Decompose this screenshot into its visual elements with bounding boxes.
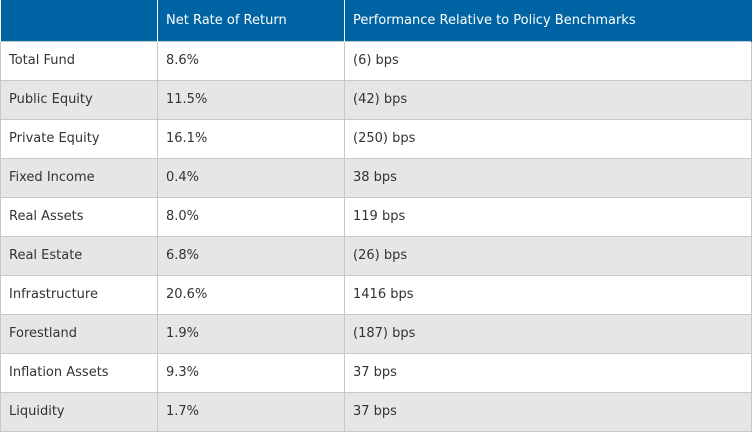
asset-class-cell: Total Fund [0,40,158,81]
relative-performance-cell: (250) bps [344,118,752,159]
asset-class-cell: Inflation Assets [0,352,158,393]
asset-class-cell: Private Equity [0,118,158,159]
net-return-cell: 9.3% [157,352,345,393]
table-row: Fixed Income 0.4% 38 bps [0,157,752,198]
net-return-cell: 20.6% [157,274,345,315]
relative-performance-cell: 1416 bps [344,274,752,315]
net-return-cell: 6.8% [157,235,345,276]
asset-class-cell: Real Estate [0,235,158,276]
relative-performance-cell: (42) bps [344,79,752,120]
net-return-cell: 0.4% [157,157,345,198]
net-return-cell: 8.0% [157,196,345,237]
table-row: Real Estate 6.8% (26) bps [0,235,752,276]
net-return-cell: 16.1% [157,118,345,159]
asset-class-cell: Liquidity [0,391,158,432]
header-relative-performance: Performance Relative to Policy Benchmark… [344,0,752,41]
asset-class-cell: Real Assets [0,196,158,237]
table-row: Total Fund 8.6% (6) bps [0,40,752,81]
asset-class-cell: Infrastructure [0,274,158,315]
table-row: Forestland 1.9% (187) bps [0,313,752,354]
table-row: Inflation Assets 9.3% 37 bps [0,352,752,393]
table-row: Private Equity 16.1% (250) bps [0,118,752,159]
asset-class-cell: Public Equity [0,79,158,120]
net-return-cell: 8.6% [157,40,345,81]
asset-class-cell: Forestland [0,313,158,354]
relative-performance-cell: 37 bps [344,391,752,432]
asset-class-cell: Fixed Income [0,157,158,198]
table-body: Total Fund 8.6% (6) bps Public Equity 11… [0,40,752,432]
table-row: Infrastructure 20.6% 1416 bps [0,274,752,315]
header-asset-class [0,0,158,41]
net-return-cell: 11.5% [157,79,345,120]
relative-performance-cell: (187) bps [344,313,752,354]
net-return-cell: 1.7% [157,391,345,432]
header-row: Net Rate of Return Performance Relative … [0,0,752,41]
net-return-cell: 1.9% [157,313,345,354]
relative-performance-cell: (6) bps [344,40,752,81]
relative-performance-cell: 119 bps [344,196,752,237]
table-row: Real Assets 8.0% 119 bps [0,196,752,237]
table-row: Public Equity 11.5% (42) bps [0,79,752,120]
relative-performance-cell: 38 bps [344,157,752,198]
header-net-rate-of-return: Net Rate of Return [157,0,345,41]
relative-performance-cell: (26) bps [344,235,752,276]
relative-performance-cell: 37 bps [344,352,752,393]
table-row: Liquidity 1.7% 37 bps [0,391,752,432]
table-header: Net Rate of Return Performance Relative … [0,0,752,41]
